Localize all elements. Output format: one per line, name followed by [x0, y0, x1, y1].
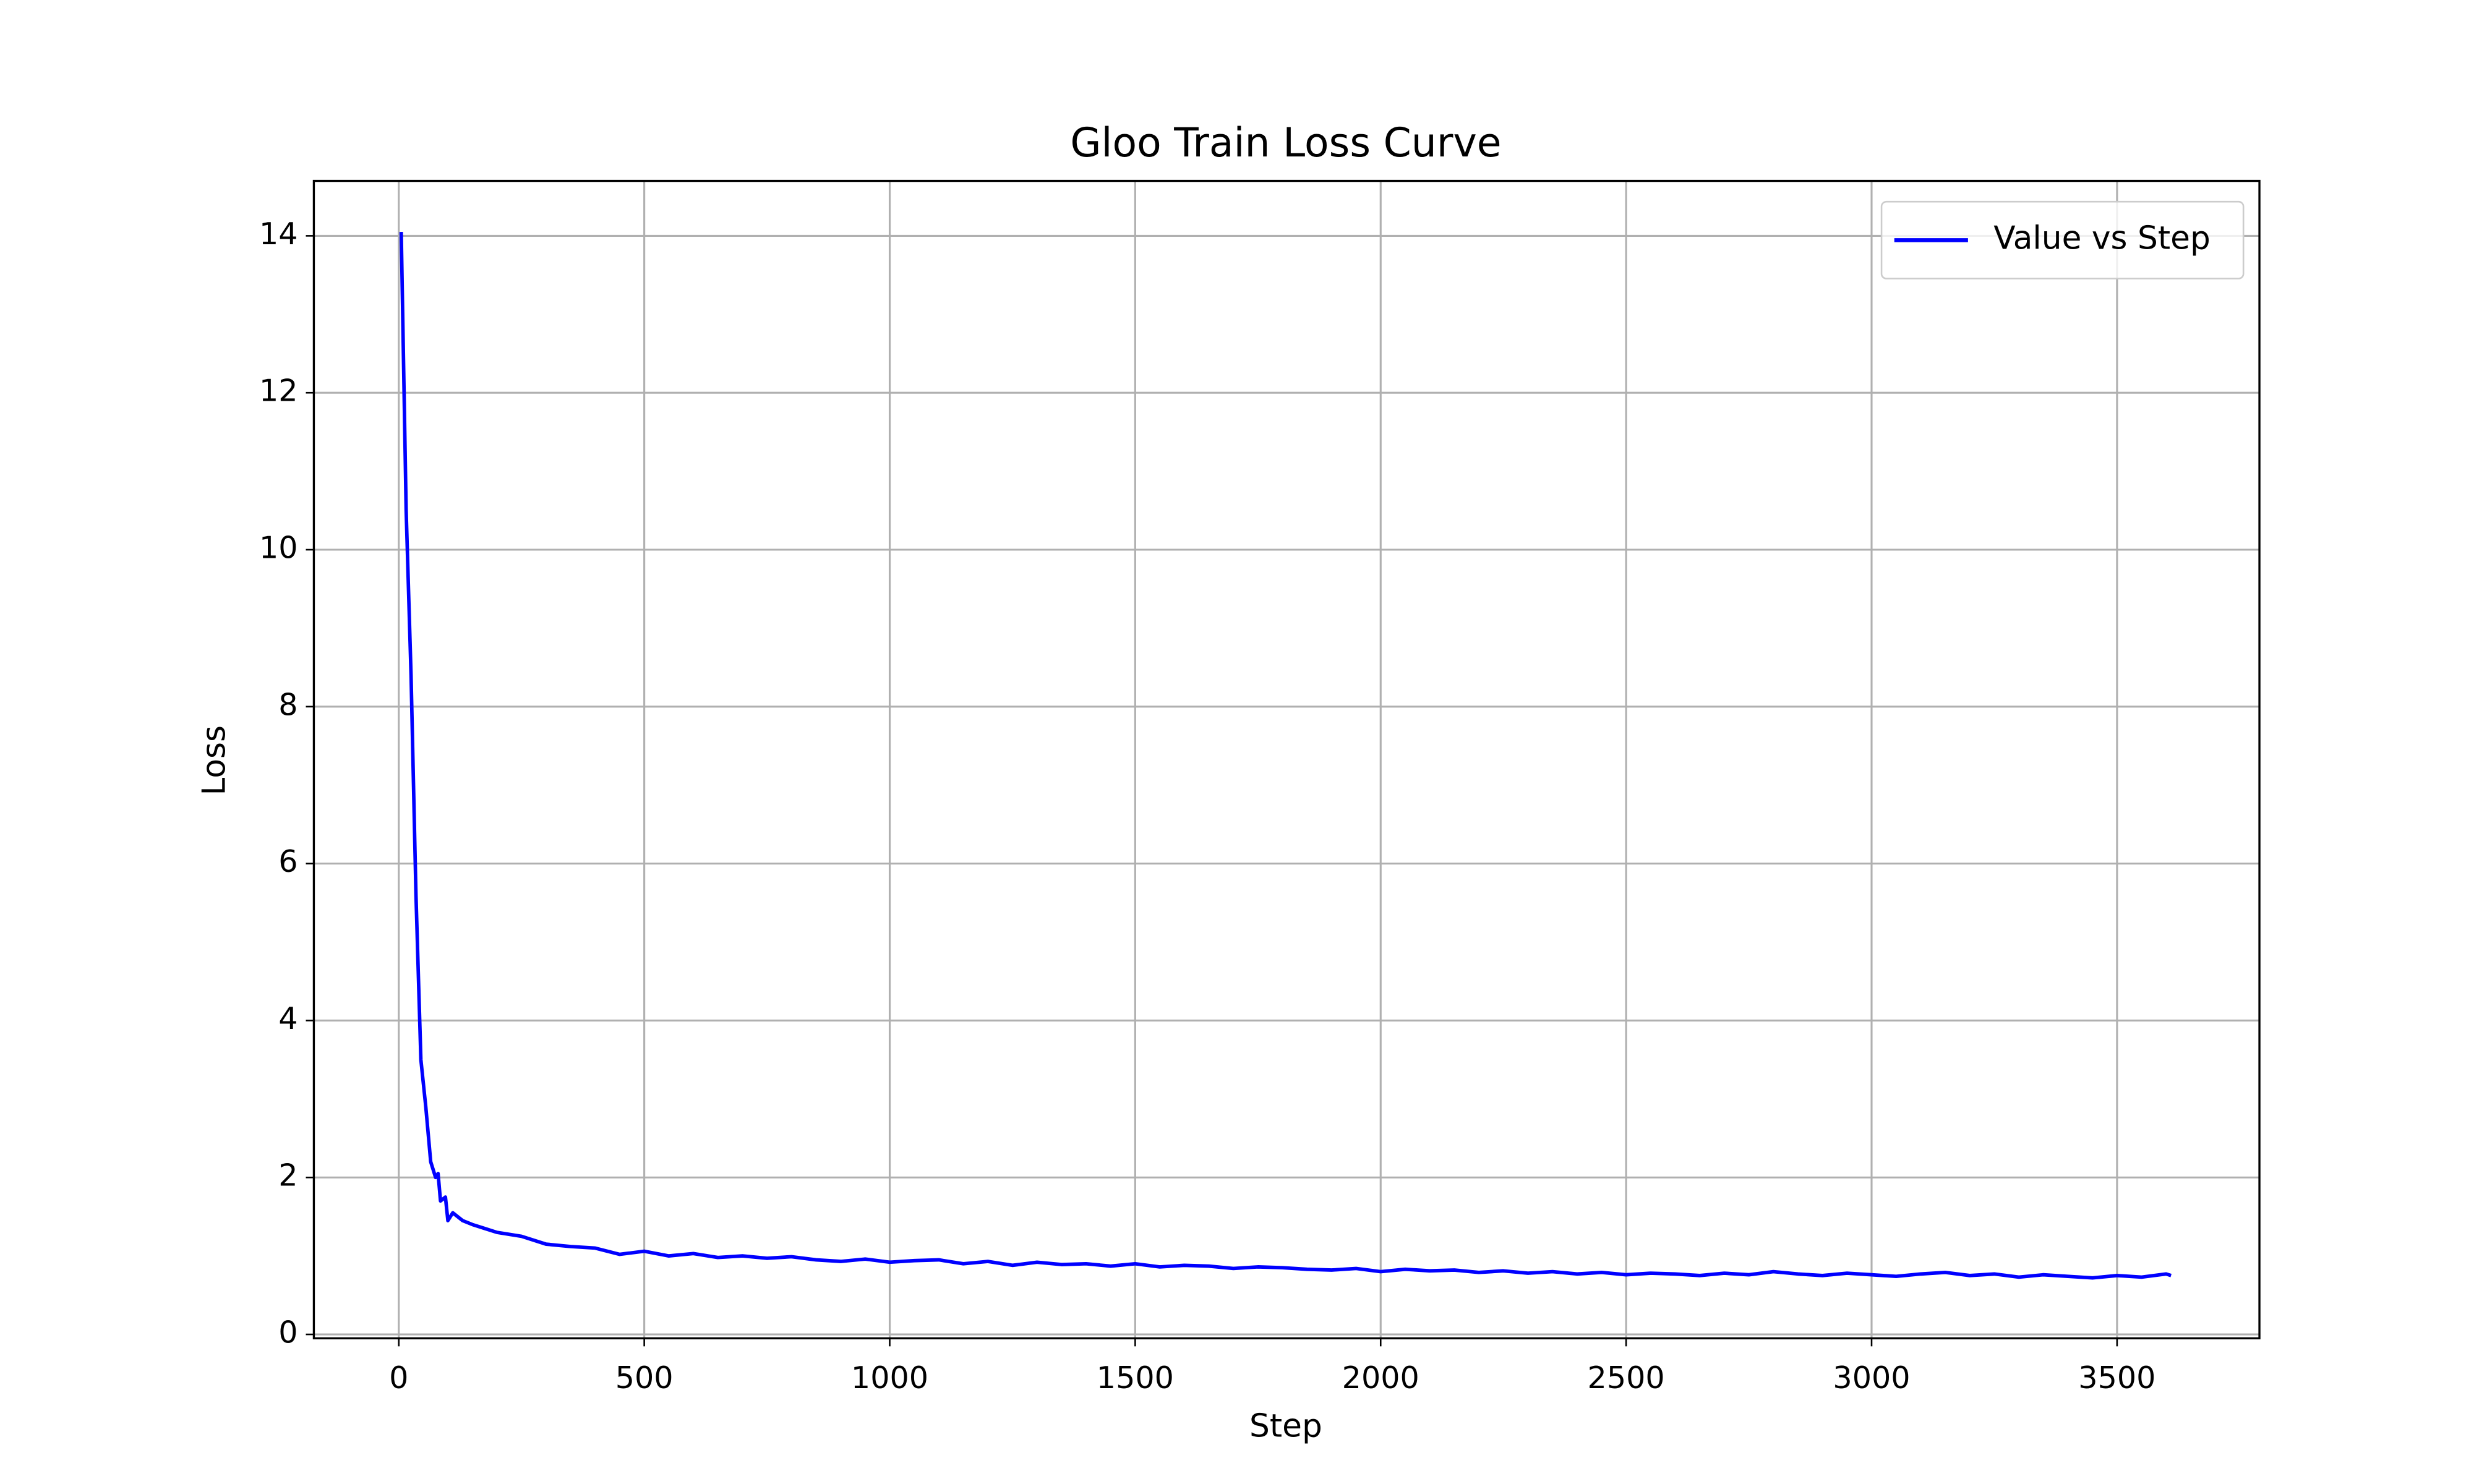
y-tick-label: 2	[278, 1158, 297, 1193]
x-tick-label: 0	[389, 1360, 408, 1396]
x-tick-label: 3000	[1833, 1360, 1910, 1396]
y-tick-label: 10	[259, 530, 298, 566]
y-axis-label: Loss	[196, 725, 233, 796]
y-tick-label: 8	[278, 686, 297, 722]
x-tick-label: 2500	[1588, 1360, 1665, 1396]
plot-frame	[312, 179, 2261, 1340]
legend: Value vs Step	[1880, 200, 2245, 279]
y-tick-label: 14	[259, 216, 298, 252]
x-tick-label: 1000	[851, 1360, 928, 1396]
y-tick-label: 6	[278, 843, 297, 879]
x-tick-label: 2000	[1342, 1360, 1419, 1396]
legend-label: Value vs Step	[1993, 220, 2211, 257]
x-axis-label: Step	[1249, 1407, 1322, 1444]
x-tick-label: 3500	[2078, 1360, 2155, 1396]
legend-box	[1880, 200, 2245, 279]
y-tick-label: 0	[278, 1315, 297, 1350]
y-tick-label: 4	[278, 1000, 297, 1036]
x-tick-label: 500	[615, 1360, 674, 1396]
y-tick-label: 12	[259, 373, 298, 409]
x-tick-label: 1500	[1097, 1360, 1174, 1396]
line-series	[399, 231, 2172, 1280]
chart-title: Gloo Train Loss Curve	[1070, 120, 1501, 166]
